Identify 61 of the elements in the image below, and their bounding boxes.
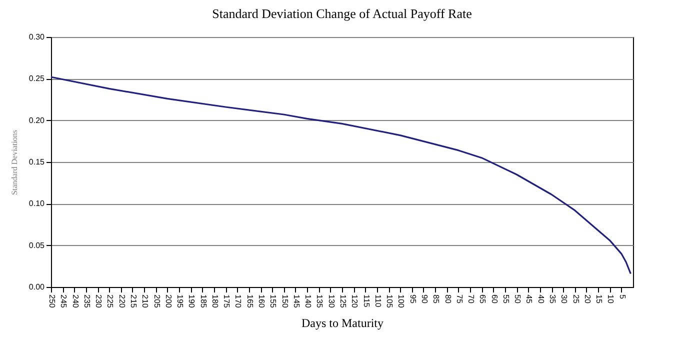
- x-tick-label: 90: [420, 294, 429, 304]
- x-tick-label: 130: [326, 294, 336, 308]
- x-tick-label: 25: [571, 294, 580, 304]
- y-tick-label: 0.25: [28, 74, 46, 84]
- y-tick-label: 0.05: [28, 240, 46, 250]
- x-tick-label: 60: [490, 294, 499, 304]
- x-tick-label: 230: [94, 294, 104, 308]
- x-tick-label: 215: [128, 294, 138, 308]
- x-tick-label: 110: [373, 294, 382, 308]
- x-tick-label: 40: [536, 294, 546, 304]
- x-tick-label: 170: [234, 294, 243, 308]
- x-tick-label: 250: [48, 294, 56, 308]
- x-tick-label: 35: [548, 294, 558, 304]
- x-tick-label: 100: [396, 294, 406, 308]
- x-tick-label: 95: [408, 294, 418, 304]
- x-tick-label: 135: [315, 294, 324, 308]
- x-tick-label: 45: [524, 294, 534, 304]
- x-tick-label: 20: [582, 294, 592, 304]
- x-tick-label: 175: [222, 294, 232, 308]
- x-tick-label: 55: [501, 294, 510, 304]
- x-tick-label: 145: [292, 294, 301, 308]
- x-tick-label: 75: [454, 294, 464, 304]
- x-axis-title: Days to Maturity: [302, 316, 384, 330]
- x-tick-label: 150: [280, 294, 290, 308]
- x-tick-label: 10: [606, 294, 616, 304]
- x-tick-label: 80: [443, 294, 452, 304]
- x-tick-label: 180: [210, 294, 220, 308]
- x-tick-label: 50: [513, 294, 522, 304]
- x-tick-label: 140: [304, 294, 313, 308]
- y-tick-label: 0.30: [28, 32, 46, 42]
- x-tick-label: 30: [560, 294, 569, 304]
- x-tick-label: 155: [268, 294, 278, 308]
- x-tick-label: 115: [362, 294, 371, 308]
- x-tick-label: 65: [478, 294, 488, 304]
- y-axis-title: Standard Deviations: [10, 130, 19, 196]
- x-tick-label: 70: [466, 294, 476, 304]
- y-tick-label: 0.00: [28, 282, 46, 292]
- x-tick-label: 160: [257, 294, 266, 308]
- line-series: [50, 76, 632, 274]
- x-tick-label: 220: [117, 294, 126, 308]
- x-tick-label: 5: [618, 294, 627, 300]
- x-tick-label: 225: [106, 294, 115, 308]
- x-tick-label: 210: [140, 294, 150, 308]
- y-tick-label: 0.15: [28, 158, 46, 166]
- x-tick-label: 85: [432, 294, 441, 304]
- x-tick-label: 195: [176, 294, 185, 308]
- x-tick-label: 200: [164, 294, 173, 308]
- x-tick-label: 105: [385, 294, 394, 308]
- x-tick-label: 165: [245, 294, 254, 308]
- x-tick-label: 125: [338, 294, 348, 308]
- x-tick-label: 240: [70, 294, 80, 308]
- y-tick-label: 0.10: [28, 199, 46, 208]
- x-tick-label: 120: [350, 294, 360, 308]
- y-tick-label: 0.20: [28, 116, 46, 125]
- x-tick-label: 15: [594, 294, 604, 304]
- x-tick-label: 190: [187, 294, 196, 308]
- x-tick-label: 235: [82, 294, 92, 308]
- chart-title: Standard Deviation Change of Actual Payoff Rate: [212, 6, 472, 21]
- x-tick-label: 185: [198, 294, 208, 308]
- x-tick-label: 245: [59, 294, 68, 308]
- x-tick-label: 205: [152, 294, 162, 308]
